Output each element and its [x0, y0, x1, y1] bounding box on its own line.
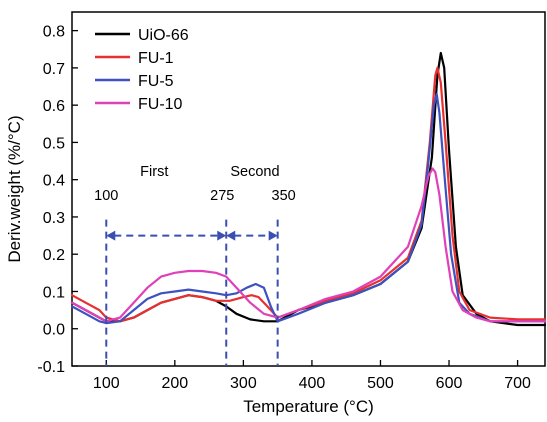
- annotation-first: First: [140, 164, 168, 180]
- annotation-second: Second: [230, 164, 279, 180]
- axis-ticks: 100 200 300 400 500 600 700 -0.1 0.0 0.1 0.2 0.3 0.4…: [37, 24, 531, 392]
- x-tick-label: 400: [299, 375, 326, 392]
- x-tick-label: 600: [436, 375, 463, 392]
- legend: UiO-66 FU-1 FU-5 FU-10: [95, 27, 189, 113]
- y-tick-label: 0.8: [43, 24, 65, 41]
- y-tick-label: 0.6: [43, 98, 65, 115]
- legend-label-fu-1: FU-1: [138, 50, 174, 67]
- y-tick-label: 0.5: [43, 135, 65, 152]
- arrow-head-first-left: [106, 230, 116, 241]
- x-axis-title: Temperature (°C): [243, 397, 374, 416]
- y-axis-title: Deriv.weight (%/°C): [5, 115, 24, 262]
- x-tick-label: 100: [93, 375, 120, 392]
- y-tick-label: 0.3: [43, 210, 65, 227]
- legend-label-fu-10: FU-10: [138, 96, 183, 113]
- legend-label-fu-5: FU-5: [138, 73, 174, 90]
- y-tick-label: 0.1: [43, 284, 65, 301]
- series-line-fu-5: [70, 92, 547, 325]
- y-tick-label: -0.1: [37, 359, 65, 376]
- arrow-head-second-left: [226, 230, 236, 241]
- x-tick-label: 200: [161, 375, 188, 392]
- series-line-fu-10: [70, 167, 547, 323]
- y-tick-label: 0.2: [43, 247, 65, 264]
- plot-area: [71, 11, 546, 367]
- y-tick-label: 0.7: [43, 61, 65, 78]
- y-tick-label: 0.0: [43, 322, 65, 339]
- series-line-uio-66: [70, 51, 547, 327]
- x-tick-label: 300: [230, 375, 257, 392]
- arrow-head-second-right: [268, 230, 278, 241]
- annotations: [105, 219, 279, 366]
- series-lines: [70, 51, 547, 327]
- arrow-head-first-right: [217, 230, 227, 241]
- annotation-350: 350: [272, 188, 296, 204]
- plot-frame: [71, 11, 546, 367]
- x-tick-label: 500: [367, 375, 394, 392]
- y-tick-label: 0.4: [43, 173, 65, 190]
- x-tick-label: 700: [504, 375, 531, 392]
- legend-label-uio-66: UiO-66: [138, 27, 189, 44]
- annotation-275: 275: [210, 188, 234, 204]
- annotation-100: 100: [94, 188, 118, 204]
